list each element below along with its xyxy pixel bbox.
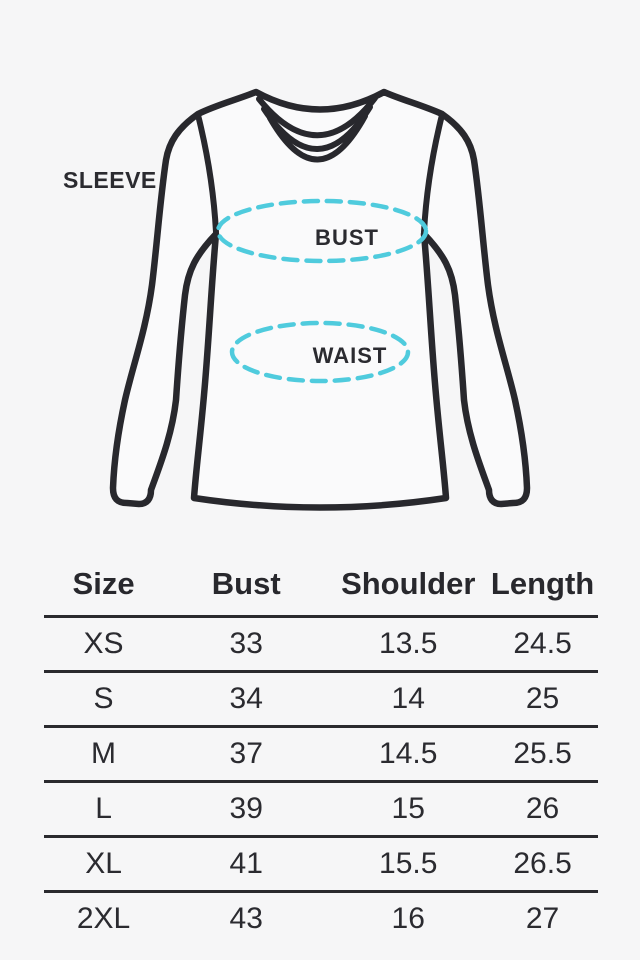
size-cell: S	[93, 682, 114, 715]
bust-cell: 33	[229, 627, 263, 660]
bust-cell: 43	[229, 902, 263, 935]
table-row: M 37 14.5 25.5	[44, 725, 598, 780]
table-row: L 39 15 26	[44, 780, 598, 835]
length-cell: 25	[525, 682, 560, 715]
shirt-outline-path	[109, 88, 531, 511]
length-cell: 26.5	[513, 847, 572, 880]
shoulder-cell: 14	[391, 682, 425, 715]
header-cell-bust: Bust	[211, 566, 281, 601]
shirt-diagram: SLEEVE BUST WAIST	[63, 88, 531, 511]
shoulder-cell: 16	[391, 902, 425, 935]
bust-cell: 34	[229, 682, 263, 715]
sleeve-label: SLEEVE	[63, 167, 157, 193]
table-header-row: Size Bust Shoulder Length	[44, 553, 598, 615]
table-row: 2XL 43 16 27	[44, 890, 598, 945]
header-cell-length: Length	[490, 566, 595, 601]
shoulder-cell: 15.5	[379, 847, 438, 880]
shirt-illustration	[109, 88, 531, 511]
length-cell: 24.5	[513, 627, 572, 660]
bust-cell: 37	[229, 737, 263, 770]
size-chart-table: Size Bust Shoulder Length XS 33 13.5 24.…	[44, 553, 598, 945]
size-cell: L	[95, 792, 112, 825]
table-row: XS 33 13.5 24.5	[44, 615, 598, 670]
table-row: S 34 14 25	[44, 670, 598, 725]
right-armhole-seam	[421, 112, 445, 235]
waist-label: WAIST	[312, 343, 388, 368]
bust-cell: 41	[229, 847, 263, 880]
bust-cell: 39	[229, 792, 263, 825]
shoulder-cell: 13.5	[379, 627, 438, 660]
shoulder-cell: 14.5	[379, 737, 438, 770]
length-cell: 25.5	[513, 737, 572, 770]
left-armhole-seam	[195, 112, 219, 235]
header-cell-size: Size	[72, 566, 135, 601]
shoulder-cell: 15	[391, 792, 425, 825]
bust-measure-ellipse	[215, 198, 429, 264]
collar-rib-line	[267, 113, 368, 163]
waist-measure-ellipse	[229, 320, 411, 384]
size-cell: 2XL	[76, 902, 131, 935]
bust-label: BUST	[315, 225, 379, 250]
size-cell: M	[91, 737, 117, 770]
length-cell: 27	[525, 902, 560, 935]
size-cell: XS	[83, 627, 124, 660]
length-cell: 26	[525, 792, 560, 825]
size-cell: XL	[85, 847, 122, 880]
collar-rib-line	[256, 95, 378, 139]
table-row: XL 41 15.5 26.5	[44, 835, 598, 890]
header-cell-shoulder: Shoulder	[341, 566, 476, 601]
